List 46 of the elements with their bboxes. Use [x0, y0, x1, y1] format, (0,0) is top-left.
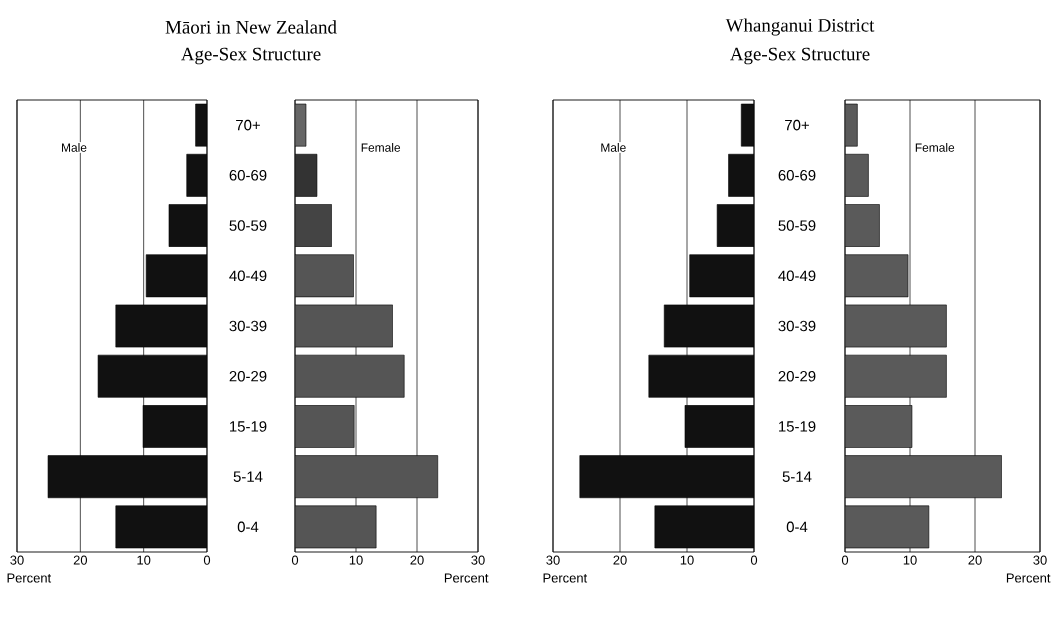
x-tick-label: 20	[73, 555, 88, 565]
x-tick-label: 10	[137, 555, 151, 565]
y-tick-label: 20-29	[229, 370, 267, 382]
text: Male	[601, 143, 626, 152]
y-tick-label: 5-14	[233, 471, 263, 482]
x-axis-title: Percent	[543, 573, 588, 583]
x-tick-label: 10	[903, 555, 917, 565]
x-axis-title: Percent	[444, 573, 489, 583]
y-tick-label: 50-59	[229, 220, 267, 231]
x-axis-title: Percent	[7, 573, 52, 583]
y-tick-label: 0-4	[237, 521, 259, 533]
text: Age-Sex Structure	[730, 47, 870, 65]
x-tick-label: 0	[203, 555, 211, 565]
x-tick-label: 30	[546, 555, 560, 565]
text: Whanganui District	[725, 18, 875, 36]
y-tick-label: 0-4	[786, 521, 808, 533]
y-tick-label: 15-19	[779, 421, 816, 432]
text: Female	[915, 143, 955, 152]
x-tick-label: 30	[471, 555, 485, 565]
text: Māori in New Zealand	[165, 20, 337, 34]
y-tick-label: 15-19	[230, 421, 267, 432]
x-tick-label: 20	[410, 555, 424, 565]
y-tick-label: 60-69	[229, 170, 267, 181]
y-tick-label: 30-39	[778, 320, 816, 332]
x-tick-label: 0	[291, 555, 299, 565]
y-tick-label: 20-29	[778, 370, 816, 382]
text: Male	[62, 143, 87, 152]
text: Female	[361, 143, 401, 152]
x-tick-label: 30	[10, 555, 24, 565]
x-tick-label: 20	[968, 555, 982, 565]
y-tick-label: 5-14	[782, 471, 812, 482]
x-tick-label: 30	[1033, 555, 1047, 565]
y-tick-label: 60-69	[778, 170, 816, 181]
x-tick-label: 0	[750, 555, 758, 565]
y-tick-label: 70+	[236, 119, 260, 131]
x-axis-title: Percent	[1006, 573, 1051, 583]
y-tick-label: 40-49	[778, 270, 816, 282]
y-tick-label: 40-49	[229, 270, 267, 282]
y-tick-label: 30-39	[229, 320, 267, 332]
text: Age-Sex Structure	[181, 47, 321, 65]
y-tick-label: 50-59	[778, 220, 816, 231]
x-tick-label: 20	[613, 555, 627, 565]
x-tick-label: 10	[680, 555, 694, 565]
y-tick-label: 70+	[785, 119, 809, 131]
x-tick-label: 10	[349, 555, 363, 565]
x-tick-label: 0	[841, 555, 849, 565]
